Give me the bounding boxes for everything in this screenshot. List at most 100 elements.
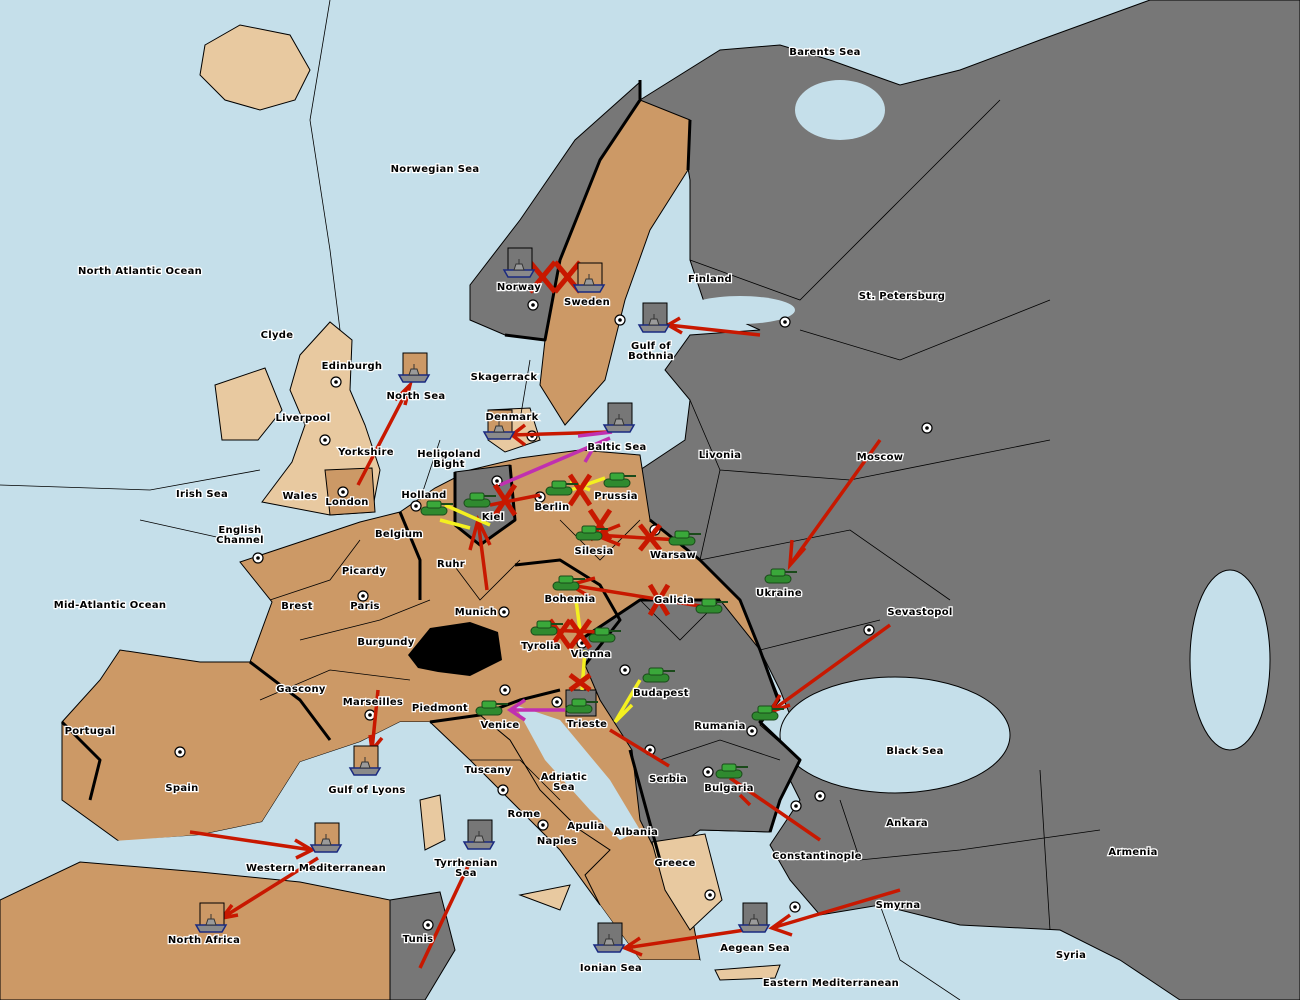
army-unit-bohemia[interactable] <box>552 575 585 591</box>
province-label: Tunis <box>403 934 434 945</box>
province-borders <box>0 0 1101 1000</box>
province-label: Edinburgh <box>322 361 383 372</box>
army-unit-berlin[interactable] <box>545 480 578 496</box>
army-unit-galicia[interactable] <box>695 598 728 614</box>
province-label: Trieste <box>567 719 607 730</box>
tank-turret <box>701 598 717 607</box>
ship-tower <box>748 914 760 926</box>
fleet-ship-icon <box>397 374 431 383</box>
ship-tower <box>648 314 660 326</box>
supply-center-dot <box>495 479 499 483</box>
failed-order-x <box>567 618 593 650</box>
supply-centers <box>174 299 933 931</box>
iceland <box>199 24 311 111</box>
supply-center-dot <box>623 668 627 672</box>
province-label: Albania <box>614 827 658 838</box>
province-label: Piedmont <box>412 703 468 714</box>
army-unit-silesia[interactable] <box>575 525 608 541</box>
med-water <box>80 722 700 1000</box>
tank-turret <box>721 763 737 772</box>
fleet-unit-sweden[interactable] <box>572 262 606 293</box>
army-unit-bulgaria[interactable] <box>715 763 748 779</box>
supply-center-dot <box>256 556 260 560</box>
province-label: Finland <box>688 274 732 285</box>
supply-center-dot <box>178 750 182 754</box>
army-unit-venice[interactable] <box>475 700 508 716</box>
fleet-unit-gulf-of-lyons[interactable] <box>348 745 382 776</box>
territory-north-africa[interactable] <box>0 861 391 1000</box>
fleet-unit-aegean-sea[interactable] <box>737 902 771 933</box>
province-label: Venice <box>480 720 519 731</box>
supply-center-dot <box>648 748 652 752</box>
province-label: Ionian Sea <box>580 963 642 974</box>
supply-center-dot <box>502 610 506 614</box>
failed-order-x <box>528 260 557 294</box>
order-move <box>787 438 882 571</box>
province-label: London <box>325 497 368 508</box>
province-label: Moscow <box>857 452 904 463</box>
territory-italy[interactable] <box>428 714 611 906</box>
army-unit-holland[interactable] <box>420 500 453 516</box>
supply-center-dot <box>334 380 338 384</box>
province-label: Sea <box>455 868 477 879</box>
fleet-ship-icon <box>592 944 626 953</box>
province-label: Belgium <box>375 529 423 540</box>
supply-center-dot <box>618 318 622 322</box>
province-label: Marseilles <box>343 697 403 708</box>
fleet-ship-icon <box>637 324 671 333</box>
province-label: Brest <box>281 601 313 612</box>
province-label: Adriatic <box>541 772 588 783</box>
province-label: Mid-Atlantic Ocean <box>54 600 167 611</box>
supply-center-dot <box>818 794 822 798</box>
province-label: St. Petersburg <box>859 291 945 302</box>
army-unit-kiel[interactable] <box>463 492 496 508</box>
army-unit-prussia[interactable] <box>603 472 636 488</box>
army-unit-rumania[interactable] <box>751 705 784 721</box>
ship-tower <box>359 757 371 769</box>
ship-tower <box>320 834 332 846</box>
province-label: Irish Sea <box>176 489 228 500</box>
army-unit-ukraine[interactable] <box>764 568 797 584</box>
province-label: Munich <box>455 607 497 618</box>
army-unit-tyrolia[interactable] <box>530 620 563 636</box>
province-label: North Sea <box>387 391 446 402</box>
province-label: Silesia <box>574 546 613 557</box>
fleet-unit-denmark[interactable] <box>482 409 516 440</box>
tank-turret <box>426 500 442 509</box>
tank-turret <box>536 620 552 629</box>
army-unit-vienna[interactable] <box>588 627 621 643</box>
order-support <box>613 679 642 724</box>
sicily <box>518 884 571 911</box>
tank-turret <box>581 525 597 534</box>
fleet-unit-north-africa[interactable] <box>194 902 228 933</box>
army-unit-warsaw[interactable] <box>668 530 701 546</box>
army-unit-budapest[interactable] <box>642 667 675 683</box>
province-label: Rumania <box>694 721 745 732</box>
province-label: Spain <box>165 783 198 794</box>
supply-center-dot <box>368 713 372 717</box>
east-med-water <box>700 915 1170 1000</box>
province-label: Sevastopol <box>887 607 952 618</box>
supply-center-dot <box>867 628 871 632</box>
fleet-unit-ionian-sea[interactable] <box>592 922 626 953</box>
province-label: Tuscany <box>464 765 511 776</box>
fleet-unit-baltic-sea[interactable] <box>602 402 636 433</box>
army-unit-trieste[interactable] <box>565 698 598 714</box>
supply-center-dot <box>750 729 754 733</box>
tank-turret <box>609 472 625 481</box>
fleet-unit-gulf-of-bothnia[interactable] <box>637 302 671 333</box>
order-move <box>621 928 746 957</box>
province-label: Berlin <box>534 502 569 513</box>
supply-center-dot <box>361 594 365 598</box>
fleet-unit-tyrrhenian-sea[interactable] <box>462 819 496 850</box>
province-label: Heligoland <box>417 449 481 460</box>
territory-tunis[interactable] <box>389 891 456 1000</box>
fleet-unit-norway[interactable] <box>502 247 536 278</box>
province-label: North Africa <box>168 935 240 946</box>
province-label: Sea <box>553 782 575 793</box>
ireland <box>214 367 283 441</box>
province-label: Greece <box>654 858 695 869</box>
fleet-unit-western-mediterranean[interactable] <box>309 822 343 853</box>
fleet-unit-north-sea[interactable] <box>397 352 431 383</box>
